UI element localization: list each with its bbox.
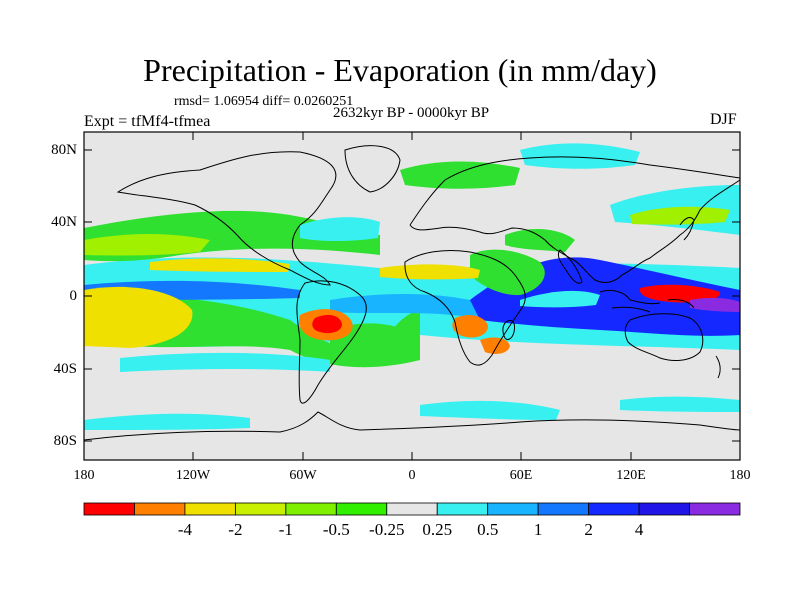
field-yellow-equator [150,258,480,280]
field-red-brazil [312,314,342,334]
field-layer [84,132,740,460]
lat-label-40s: 40S [53,361,77,377]
colorbar-label: -0.5 [322,520,350,539]
lon-label-60w: 60W [289,468,317,483]
colorbar-swatch [638,502,690,516]
lat-label-80s: 80S [53,433,77,449]
map-title: Precipitation - Evaporation (in mm/day) [143,52,657,88]
colorbar-swatch [184,502,236,516]
colorbar-swatch [83,502,135,516]
period-text: 2632kyr BP - 0000kyr BP [332,105,490,121]
colorbar-label: 1 [533,520,543,539]
field-lime-npac [630,206,730,225]
stats-text: rmsd= 1.06954 diff= 0.0260251 [174,94,354,109]
coast-india [557,249,583,284]
colorbar-swatch [537,502,590,516]
experiment-label: Expt = tfMf4-tfmea [84,113,211,130]
colorbar-label: 4 [634,520,644,539]
lon-label-120e: 120E [616,468,646,483]
colorbar-swatch [436,502,489,516]
colorbar-swatch [487,502,539,516]
coast-africa [404,249,526,366]
field-purple-wpac [690,297,740,312]
field-cyan-so-patches [84,396,740,430]
season-label: DJF [710,111,737,128]
lat-label-0: 0 [69,288,78,304]
field-red-wpac [639,284,721,303]
coast-eurasia [409,156,741,283]
lon-label-180w: 180 [73,468,95,483]
coast-indonesia [599,289,695,313]
colorbar-swatch [285,502,337,516]
field-lime-north [84,234,210,256]
lat-label-80n: 80N [51,142,77,158]
coast-madagascar [502,319,515,340]
field-orange-safrica [452,315,510,354]
colorbar-label: -0.25 [369,520,405,539]
coast-japan [679,217,695,241]
lat-label-40n: 40N [51,214,77,230]
field-cyan-south-ring [120,352,330,372]
lon-label-180e: 180 [729,468,751,483]
colorbar-label: -4 [177,520,193,539]
coast-south-america [296,280,367,404]
colorbar-label: -2 [228,520,243,539]
coast-australia [624,313,704,361]
coast-greenland [344,145,401,193]
field-cyan-indian-inner [520,290,600,308]
colorbar-label: -1 [278,520,293,539]
lon-label-120w: 120W [175,468,211,483]
colorbar-swatch [588,502,640,516]
colorbar-swatch [234,502,287,516]
coast-north-america [116,151,337,286]
field-green-africa [470,249,545,296]
coast-new-zealand [715,355,721,379]
field-cyan-natl [300,217,380,241]
field-green-mideast [505,228,575,252]
colorbar-swatch [335,502,388,516]
colorbar-label: 0.25 [422,520,453,539]
coastlines [83,145,741,441]
coast-antarctica [83,411,741,441]
colorbar [83,502,741,516]
colorbar-swatch [386,502,438,516]
colorbar-label: 2 [584,520,593,539]
colorbar-swatch [134,502,186,516]
lon-label-0: 0 [408,468,416,483]
field-cyan-arctic [520,143,640,169]
field-yellow-spac [84,286,193,348]
colorbar-label: 0.5 [477,520,499,539]
colorbar-swatch [689,502,741,516]
tick-marks [83,132,741,460]
field-green-eurasia [400,161,520,189]
lon-label-60e: 60E [509,468,533,483]
